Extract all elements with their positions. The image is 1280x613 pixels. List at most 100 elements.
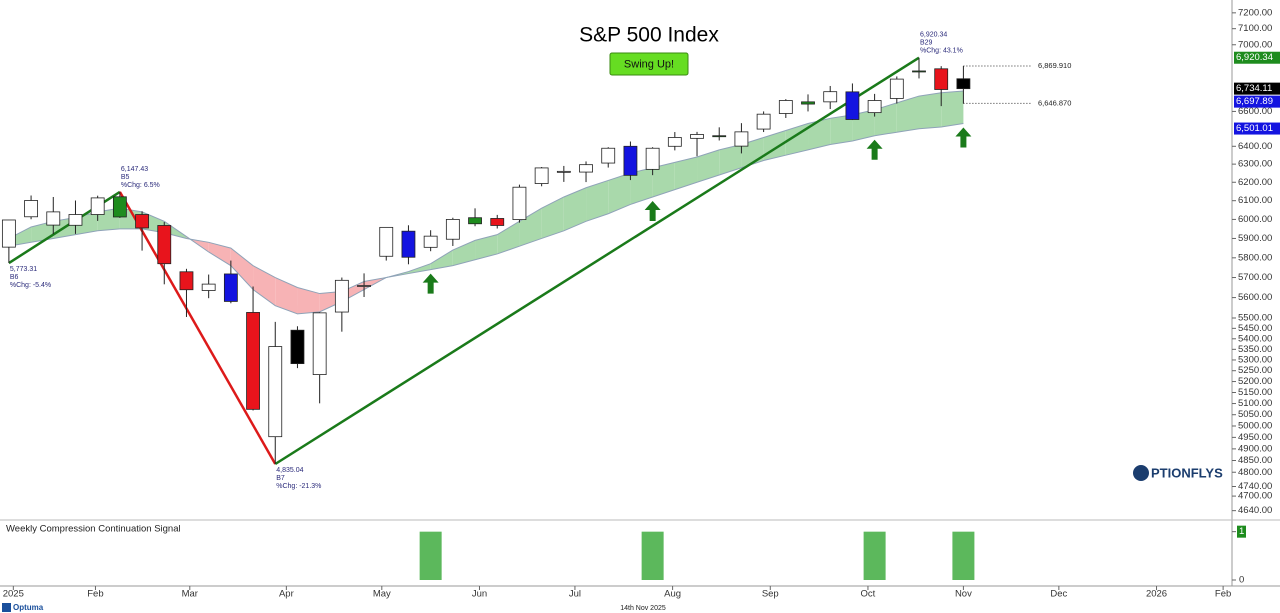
candle-body [667, 137, 682, 147]
panel-tick-label: 0 [1239, 575, 1244, 586]
signal-arrow [422, 273, 439, 294]
panel-tick-label: 1 [1239, 526, 1244, 537]
candle-body [889, 78, 904, 99]
candle-body [512, 186, 527, 221]
x-tick-label: Oct [861, 589, 876, 600]
brand-icon [2, 603, 11, 612]
candle-body [601, 147, 616, 164]
candle-body [112, 196, 127, 218]
candle-body [445, 219, 460, 240]
price-label-box [1234, 51, 1280, 64]
cloud-segment [563, 187, 587, 231]
y-tick-label: 5100.00 [1238, 398, 1272, 409]
x-tick-label: Sep [762, 589, 779, 600]
y-tick-label: 6300.00 [1238, 159, 1272, 170]
candle-body [934, 68, 949, 90]
price-label: 6,920.34 [1236, 52, 1273, 63]
logo-text: PTIONFLYS [1151, 465, 1223, 480]
y-tick-label: 6200.00 [1238, 177, 1272, 188]
candle-body [468, 217, 482, 225]
candle-body [623, 145, 638, 176]
price-label-box [1234, 82, 1280, 95]
x-tick-label: Dec [1050, 589, 1067, 600]
candle-body [490, 218, 505, 226]
y-tick-label: 5800.00 [1238, 252, 1272, 263]
y-tick-label: 5450.00 [1238, 323, 1272, 334]
y-tick-label: 7200.00 [1238, 7, 1272, 18]
x-tick-label: Jul [569, 589, 581, 600]
x-tick-label: Apr [279, 589, 294, 600]
candle-body [645, 147, 660, 170]
candle-body [201, 283, 216, 291]
y-tick-label: 4640.00 [1238, 505, 1272, 516]
candle-body [312, 312, 327, 375]
candle-body [778, 100, 793, 114]
cloud-segment [497, 221, 520, 254]
cloud-segment [253, 265, 276, 306]
x-tick-label: Mar [182, 589, 198, 600]
panel-tick-box [1237, 525, 1246, 538]
candle-body [334, 279, 349, 313]
y-tick-label: 4950.00 [1238, 432, 1272, 443]
price-label: 6,697.89 [1236, 96, 1273, 107]
cloud-edge [8, 90, 964, 315]
x-tick-label: Jun [472, 589, 487, 600]
cloud-segment [652, 162, 675, 197]
y-tick-label: 7000.00 [1238, 39, 1272, 50]
x-tick-label: 2025 [3, 589, 24, 600]
signal-arrow [644, 200, 661, 221]
cloud-segment [230, 248, 254, 290]
cloud-segment [896, 96, 920, 133]
footer-date: 14th Nov 2025 [620, 605, 666, 612]
cloud-segment [208, 242, 231, 266]
level-label: 6,646.870 [1038, 98, 1071, 107]
candle-body [579, 164, 593, 173]
pivot-value: 4,835.04 [276, 467, 303, 474]
x-tick-label: Feb [87, 589, 103, 600]
y-tick-label: 4850.00 [1238, 455, 1272, 466]
y-tick-label: 5700.00 [1238, 272, 1272, 283]
cloud-segment [919, 92, 942, 129]
y-tick-label: 7100.00 [1238, 23, 1272, 34]
candle-body [556, 170, 571, 173]
chart-title: S&P 500 Index [579, 24, 719, 47]
signal-arrow [866, 139, 883, 160]
candle-body [801, 101, 815, 105]
y-tick-label: 6000.00 [1238, 214, 1272, 225]
y-tick-label: 5600.00 [1238, 292, 1272, 303]
cloud-segment [719, 144, 742, 175]
swing-badge [609, 52, 689, 76]
y-tick-label: 5400.00 [1238, 333, 1272, 344]
pivot-change: %Chg: 43.1% [920, 48, 963, 55]
y-tick-label: 5250.00 [1238, 365, 1272, 376]
cloud-segment [275, 277, 298, 314]
cloud-segment [297, 287, 320, 314]
cloud-segment [430, 250, 453, 270]
candle-body [157, 225, 172, 265]
logo-icon [1133, 465, 1149, 481]
candle-body [90, 197, 105, 215]
pivot-bars: B29 [920, 40, 933, 47]
candle-body [290, 329, 305, 365]
candle-body [867, 100, 882, 114]
pivot-bars: B5 [121, 174, 130, 181]
y-tick-label: 5900.00 [1238, 233, 1272, 244]
cloud-segment [452, 240, 476, 266]
swing-badge-text: Swing Up! [624, 58, 674, 70]
y-tick-label: 5200.00 [1238, 376, 1272, 387]
signal-bar [863, 531, 886, 580]
y-tick-label: 4740.00 [1238, 481, 1272, 492]
level-label: 6,869.910 [1038, 61, 1071, 70]
pivot-value: 6,920.34 [920, 32, 947, 39]
candle-body [912, 70, 926, 73]
y-tick-label: 6100.00 [1238, 195, 1272, 206]
zigzag-line [118, 191, 277, 465]
pivot-bars: B7 [276, 475, 285, 482]
candle-body [401, 230, 416, 258]
cloud-segment [830, 114, 853, 145]
y-tick-label: 6400.00 [1238, 141, 1272, 152]
candle-body [845, 91, 860, 120]
pivot-value: 5,773.31 [10, 266, 37, 273]
candle-body [179, 271, 194, 291]
candle-body [690, 134, 704, 139]
